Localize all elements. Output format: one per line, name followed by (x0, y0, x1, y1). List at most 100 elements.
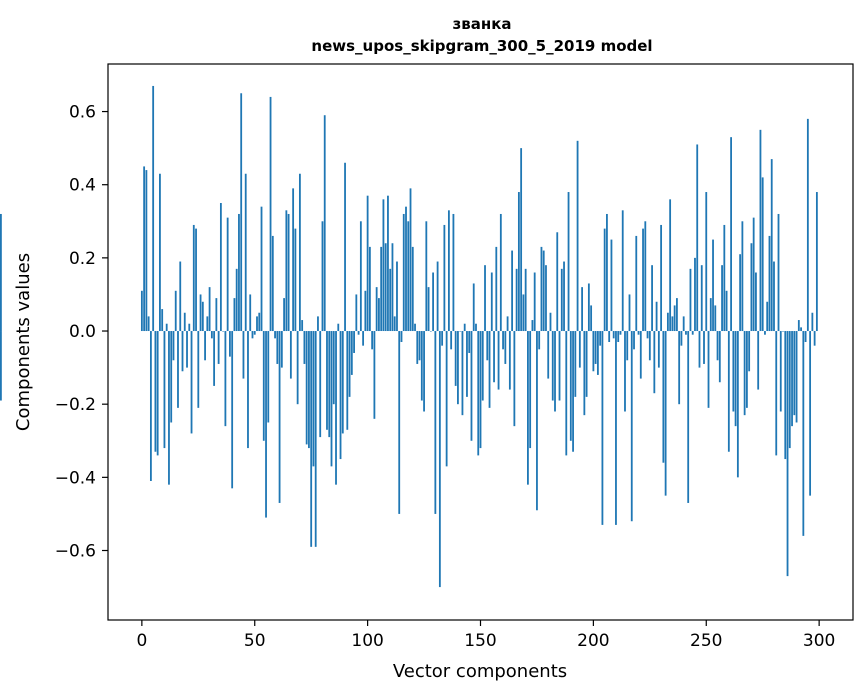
bar-150 (479, 331, 482, 449)
bar-217 (630, 331, 633, 522)
bar-90 (344, 162, 346, 332)
bar-110 (389, 268, 392, 332)
bar-127 (427, 287, 430, 332)
bar-196 (583, 331, 586, 416)
bar-274 (759, 129, 762, 332)
bar-244 (691, 331, 694, 335)
bar-280 (773, 261, 775, 332)
bar-16 (177, 331, 179, 408)
bar-221 (639, 331, 642, 379)
bar-169 (522, 294, 525, 332)
bar-230 (660, 224, 663, 332)
bar-201 (594, 331, 597, 364)
bar-29 (206, 316, 209, 332)
bar-191 (572, 331, 574, 452)
y-tick-label: 0.6 (69, 103, 96, 123)
bar-243 (689, 268, 692, 332)
bar-250 (705, 192, 708, 332)
x-axis-ticks: 0 50 100 150 200 250 300 (136, 620, 835, 651)
bar-254 (714, 305, 717, 332)
bar-139 (454, 331, 457, 386)
bar-87 (337, 323, 340, 332)
bar-2 (145, 170, 148, 332)
bar-187 (563, 261, 565, 332)
bar-213 (621, 210, 624, 332)
x-axis-label: Vector components (393, 661, 567, 682)
bar-140 (457, 331, 459, 405)
bar-55 (265, 331, 267, 518)
bar-10 (163, 331, 166, 449)
bar-23 (192, 224, 195, 332)
bar-275 (761, 177, 764, 332)
bar-130 (434, 331, 437, 514)
bar-99 (364, 290, 367, 332)
bar-68 (294, 228, 297, 332)
bar-270 (750, 243, 753, 332)
bar-27 (201, 301, 204, 332)
bar-158 (497, 331, 500, 390)
bar-122 (416, 331, 419, 364)
bar-120 (411, 246, 414, 332)
bar-39 (229, 331, 231, 357)
bar-265 (739, 254, 742, 332)
bar-161 (504, 331, 507, 364)
bar-173 (531, 320, 534, 332)
bar-26 (199, 294, 202, 332)
bar-223 (644, 221, 647, 332)
bar-225 (648, 331, 651, 361)
bar-198 (587, 283, 590, 332)
bar-188 (565, 331, 568, 456)
bar-251 (707, 331, 710, 408)
bar-269 (748, 331, 751, 372)
bar-94 (353, 331, 355, 353)
bar-233 (666, 312, 669, 332)
bar-25 (197, 331, 200, 408)
bar-53 (260, 206, 263, 332)
x-tick-label: 250 (690, 631, 722, 651)
bar-192 (574, 331, 577, 397)
bar-36 (222, 331, 225, 332)
bar-278 (768, 235, 771, 332)
bar-107 (382, 199, 385, 332)
bar-123 (418, 331, 421, 361)
bar-138 (452, 213, 455, 332)
bar-170 (524, 268, 527, 332)
bar-121 (414, 323, 416, 332)
bar-163 (508, 331, 511, 390)
x-tick-label: 200 (577, 631, 609, 651)
bar-207 (608, 331, 611, 342)
bar-12 (168, 331, 170, 485)
bar-1 (143, 166, 146, 332)
bar-101 (368, 246, 371, 332)
bar-218 (633, 331, 635, 350)
bar-292 (800, 327, 802, 332)
bar-172 (529, 331, 532, 449)
bar-232 (664, 331, 667, 496)
bar-9 (161, 309, 164, 332)
bar-272 (755, 272, 757, 332)
bar-126 (425, 221, 428, 332)
bar-47 (247, 331, 249, 449)
bar-15 (174, 290, 177, 332)
bar-202 (596, 331, 599, 375)
bar-149 (477, 331, 480, 456)
bar-61 (278, 331, 281, 503)
bar-134 (443, 224, 446, 332)
bar-204 (601, 331, 604, 525)
bar-100 (366, 195, 369, 332)
bar-91 (346, 331, 349, 430)
bar-111 (391, 243, 394, 332)
bar-103 (373, 331, 376, 419)
bar-114 (398, 331, 401, 514)
bar-293 (802, 331, 805, 536)
bar-141 (459, 331, 462, 332)
y-axis-ticks: −0.6 −0.4 −0.2 0.0 0.2 0.4 0.6 (55, 103, 108, 562)
bar-236 (673, 305, 676, 332)
bar-268 (745, 331, 748, 408)
bar-185 (558, 331, 561, 401)
bar-190 (569, 331, 572, 441)
bar-37 (224, 331, 227, 427)
bar-294 (804, 331, 807, 342)
bar-28 (204, 331, 206, 361)
bar-205 (603, 228, 606, 332)
